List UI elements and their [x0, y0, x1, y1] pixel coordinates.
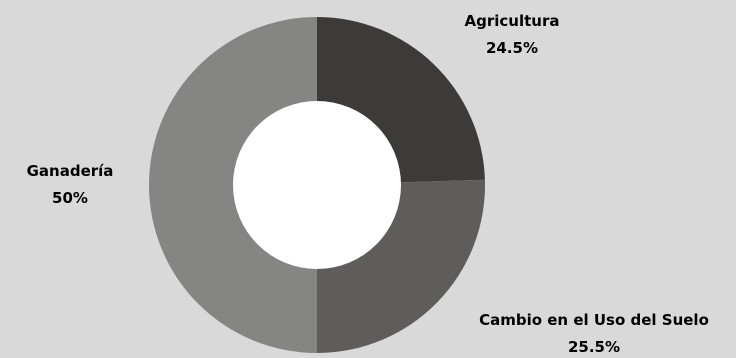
- slice-value-cambio-uso-suelo: 25.5%: [568, 338, 620, 356]
- slice-label-agricultura: Agricultura: [465, 12, 560, 30]
- slice-label-ganaderia: Ganadería: [27, 162, 114, 180]
- slice-value-agricultura: 24.5%: [486, 39, 538, 57]
- slice-label-cambio-uso-suelo: Cambio en el Uso del Suelo: [479, 311, 709, 329]
- donut-hole: [233, 101, 401, 269]
- slice-value-ganaderia: 50%: [52, 189, 88, 207]
